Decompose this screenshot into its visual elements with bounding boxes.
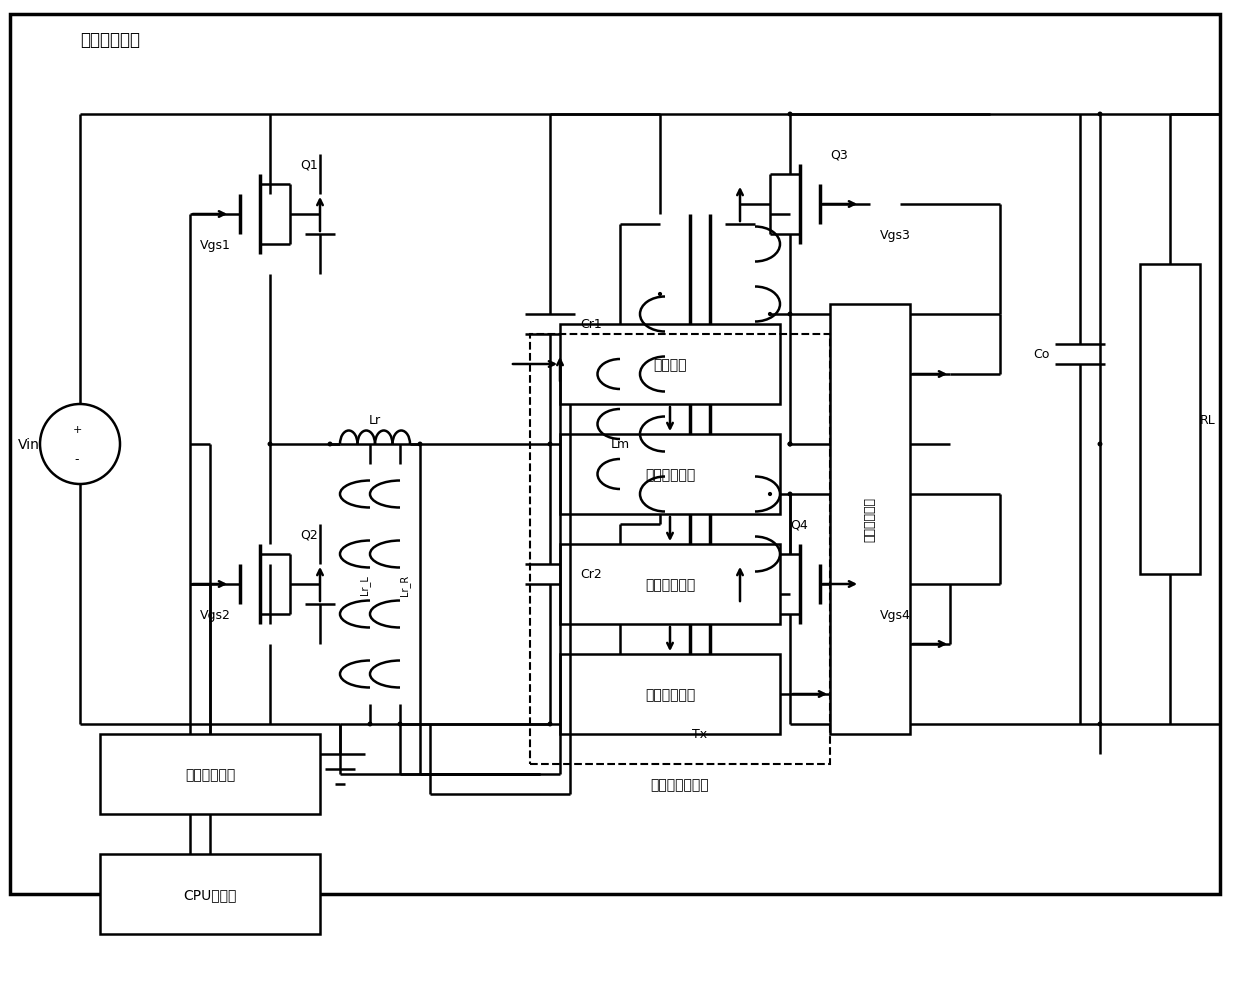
Circle shape xyxy=(658,293,661,296)
Circle shape xyxy=(398,723,402,726)
Circle shape xyxy=(1099,113,1102,116)
Circle shape xyxy=(769,313,771,316)
Circle shape xyxy=(789,493,792,496)
Text: 整形锁存电路: 整形锁存电路 xyxy=(645,578,696,591)
Circle shape xyxy=(368,723,372,726)
Circle shape xyxy=(268,442,272,446)
Text: Q3: Q3 xyxy=(830,148,848,161)
Bar xyxy=(10,15,1220,894)
Bar xyxy=(1140,264,1200,575)
Text: RL: RL xyxy=(1200,414,1215,426)
Text: Q4: Q4 xyxy=(790,518,807,531)
Text: Q1: Q1 xyxy=(300,158,317,171)
Text: 同步整流控制器: 同步整流控制器 xyxy=(650,777,708,791)
Text: -: - xyxy=(74,453,79,466)
Text: Lr_L: Lr_L xyxy=(360,575,371,594)
Text: Vgs1: Vgs1 xyxy=(200,239,231,251)
Text: Co: Co xyxy=(1034,348,1050,361)
Bar xyxy=(560,545,780,624)
Bar xyxy=(529,335,830,764)
Text: Vgs3: Vgs3 xyxy=(880,229,911,242)
Text: Cr2: Cr2 xyxy=(580,568,601,580)
Circle shape xyxy=(329,442,332,446)
Circle shape xyxy=(789,113,792,116)
Circle shape xyxy=(548,723,552,726)
Text: Tx: Tx xyxy=(692,728,708,741)
Text: 数字逻辑电路: 数字逻辑电路 xyxy=(645,687,696,702)
Text: 同步整流电路: 同步整流电路 xyxy=(81,31,140,49)
Text: Lr_R: Lr_R xyxy=(399,574,410,595)
Text: Q2: Q2 xyxy=(300,528,317,541)
Text: Vgs4: Vgs4 xyxy=(880,608,911,621)
Circle shape xyxy=(1099,442,1102,446)
Text: Vin: Vin xyxy=(19,437,40,451)
Text: Lm: Lm xyxy=(610,438,630,451)
Text: 第二驱动电路: 第二驱动电路 xyxy=(863,497,877,542)
Circle shape xyxy=(769,493,771,496)
Text: +: + xyxy=(72,424,82,434)
Circle shape xyxy=(789,442,792,446)
Text: Cr1: Cr1 xyxy=(580,318,601,331)
Circle shape xyxy=(789,313,792,316)
Bar xyxy=(560,325,780,405)
Text: 采样电路: 采样电路 xyxy=(653,358,687,372)
Text: Vgs2: Vgs2 xyxy=(200,608,231,621)
Text: Lr: Lr xyxy=(370,414,381,426)
Bar xyxy=(830,305,910,735)
Bar xyxy=(560,434,780,515)
Text: 第一驱动电路: 第一驱动电路 xyxy=(185,767,236,781)
Bar xyxy=(560,654,780,735)
Circle shape xyxy=(1099,723,1102,726)
Circle shape xyxy=(418,442,422,446)
Bar xyxy=(100,854,320,934)
Text: 波形提取电路: 波形提取电路 xyxy=(645,467,696,481)
Circle shape xyxy=(789,442,792,446)
Circle shape xyxy=(548,442,552,446)
Bar xyxy=(100,735,320,814)
Text: CPU控制器: CPU控制器 xyxy=(184,887,237,902)
